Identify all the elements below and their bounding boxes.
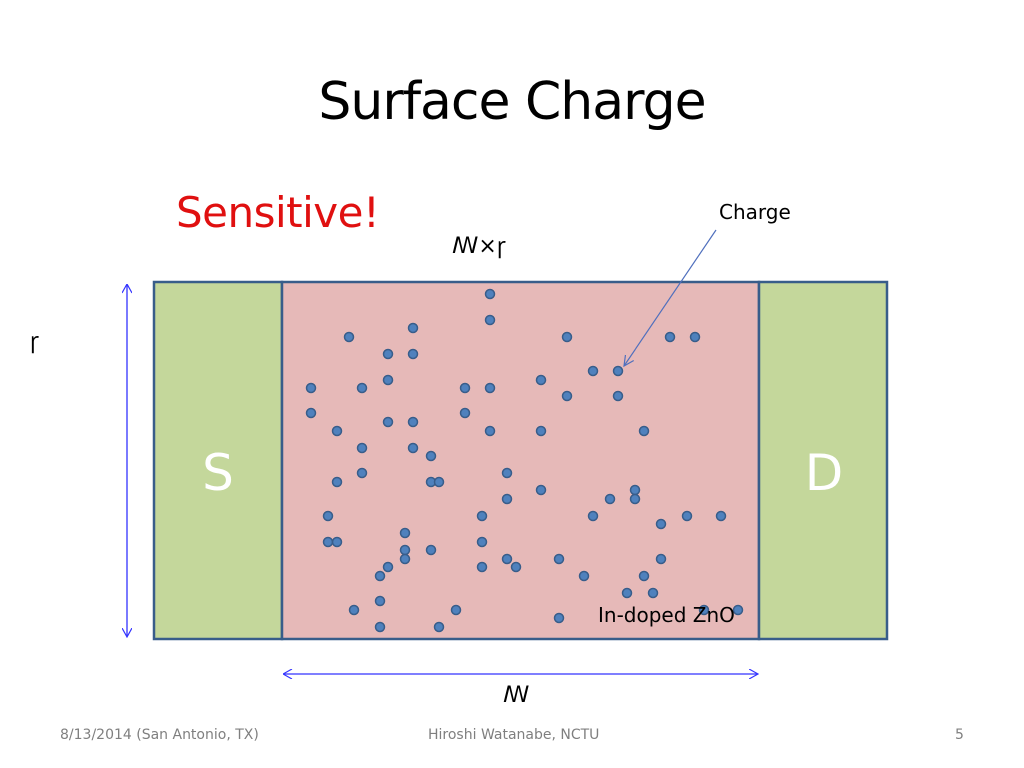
charge-dot [459, 407, 471, 419]
charge-dot [553, 553, 565, 565]
charge-dot [459, 382, 471, 394]
drain-label: D [805, 444, 844, 502]
charge-dot [578, 570, 590, 582]
charge-dot [356, 467, 368, 479]
charge-dot [382, 374, 394, 386]
charge-dot [407, 416, 419, 428]
footer-page-number: 5 [955, 727, 964, 743]
channel-region [280, 280, 761, 641]
charge-dot [484, 314, 496, 326]
charge-dot [399, 527, 411, 539]
charge-dot [501, 467, 513, 479]
charge-dot [689, 331, 701, 343]
charge-dot [715, 510, 727, 522]
charge-dot [629, 493, 641, 505]
charge-dot [356, 442, 368, 454]
charge-dot [425, 450, 437, 462]
charge-dot [450, 604, 462, 616]
charge-dot [612, 390, 624, 402]
charge-dot [382, 416, 394, 428]
charge-dot [655, 553, 667, 565]
slide-title: Surface Charge [318, 72, 706, 132]
charge-dot [638, 570, 650, 582]
charge-dot [638, 425, 650, 437]
charge-dot [732, 604, 744, 616]
charge-dot [476, 536, 488, 548]
charge-dot [382, 348, 394, 360]
charge-dot [433, 621, 445, 633]
charge-dot [476, 510, 488, 522]
charge-dot [407, 442, 419, 454]
charge-dot [587, 510, 599, 522]
charge-dot [433, 476, 445, 488]
charge-dot [484, 288, 496, 300]
charge-dot [501, 553, 513, 565]
charge-dot [374, 621, 386, 633]
charge-dot [604, 493, 616, 505]
charge-dot [476, 561, 488, 573]
channel-label: In-doped ZnO [598, 603, 735, 627]
charge-dot [407, 348, 419, 360]
charge-dot [664, 331, 676, 343]
source-label: S [202, 444, 234, 502]
charge-dot [535, 374, 547, 386]
charge-dot [407, 322, 419, 334]
charge-dot [399, 544, 411, 556]
charge-dot [535, 484, 547, 496]
charge-dot [647, 587, 659, 599]
charge-dot [374, 570, 386, 582]
charge-dot [348, 604, 360, 616]
source-electrode [152, 280, 284, 641]
charge-dot [501, 493, 513, 505]
charge-dot [399, 553, 411, 565]
charge-label: Charge [719, 200, 791, 224]
charge-dot [587, 365, 599, 377]
charge-dot [655, 518, 667, 530]
charge-dot [343, 331, 355, 343]
charge-dot [484, 382, 496, 394]
charge-callout-arrow [624, 229, 717, 366]
charge-dot [553, 612, 565, 624]
charge-dot [681, 510, 693, 522]
charge-dot [305, 407, 317, 419]
charge-dot [612, 365, 624, 377]
charge-dot [561, 390, 573, 402]
charge-dot [484, 425, 496, 437]
charge-dot [698, 604, 710, 616]
charge-dot [322, 536, 334, 548]
charge-dot [331, 425, 343, 437]
charge-dot [382, 561, 394, 573]
charge-dot [356, 382, 368, 394]
charge-dot [425, 544, 437, 556]
length-label: ꟿ [503, 683, 530, 708]
charge-dot [322, 510, 334, 522]
width-label: ꞅ [30, 329, 40, 354]
charge-dot [510, 561, 522, 573]
footer-date-location: 8/13/2014 (San Antonio, TX) [60, 727, 259, 743]
charge-dot [331, 536, 343, 548]
charge-dot [305, 382, 317, 394]
charge-dot [621, 587, 633, 599]
charge-dot [331, 476, 343, 488]
sensitive-label: Sensitive! [176, 188, 380, 237]
charge-dot [561, 331, 573, 343]
charge-dot [374, 595, 386, 607]
charge-dot [629, 484, 641, 496]
charge-dots [305, 288, 744, 633]
drain-electrode [757, 280, 889, 641]
footer-author: Hiroshi Watanabe, NCTU [428, 727, 600, 743]
charge-dot [535, 425, 547, 437]
area-label: ꟿ×ꞅ [452, 234, 506, 259]
